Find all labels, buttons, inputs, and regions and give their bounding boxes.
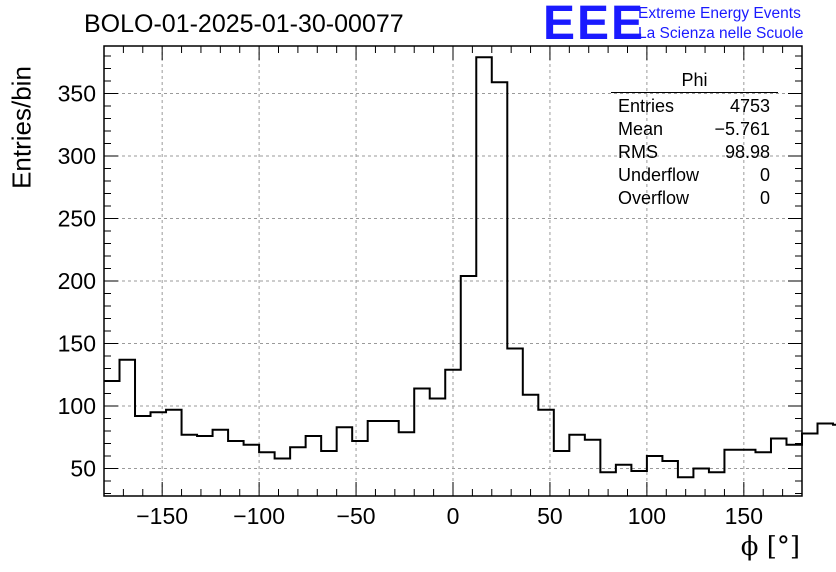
histogram-bin — [740, 450, 756, 496]
y-tick-label: 50 — [70, 456, 96, 482]
histogram-bin — [662, 461, 678, 496]
histogram-bin — [771, 439, 787, 497]
histogram-bin — [786, 445, 802, 496]
histogram-bin — [492, 82, 508, 496]
y-tick-label: 300 — [58, 143, 96, 169]
stats-label: Underflow — [618, 165, 700, 185]
histogram-bin — [818, 424, 834, 497]
histogram-bin — [166, 410, 182, 496]
eee-logo: EEE — [543, 0, 646, 50]
stats-value: −5.761 — [714, 119, 770, 139]
histogram-bin — [368, 421, 384, 496]
stats-value: 4753 — [729, 96, 770, 116]
histogram-bin — [600, 472, 616, 496]
x-axis-label: ϕ [°] — [740, 532, 800, 562]
histogram-bin — [616, 465, 632, 496]
plot-frame — [103, 45, 803, 497]
histogram-bin — [259, 452, 275, 496]
histogram-bin — [228, 441, 244, 496]
stats-label: Overflow — [618, 188, 690, 208]
histogram-bin — [569, 435, 585, 496]
histogram-bin — [554, 451, 570, 496]
stats-box: Phi Entries 4753 Mean −5.761 RMS 98.98 U… — [611, 70, 778, 210]
histogram-bin — [120, 360, 136, 496]
histogram-bin — [337, 427, 353, 496]
histogram-bin — [647, 456, 663, 496]
stats-label: Mean — [618, 119, 664, 139]
x-tick-label: 150 — [725, 503, 763, 529]
stats-row-mean: Mean −5.761 — [611, 118, 778, 141]
histogram-bin — [104, 381, 120, 496]
y-tick-label: 350 — [58, 81, 96, 107]
histogram-bin — [182, 435, 198, 496]
histogram-bin — [244, 445, 260, 496]
histogram-bin — [290, 447, 306, 496]
histogram-bin — [306, 436, 322, 496]
stats-row-entries: Entries 4753 — [611, 95, 778, 118]
y-tick-label: 200 — [58, 268, 96, 294]
histogram-bin — [507, 349, 523, 497]
stats-label: Entries — [618, 96, 675, 116]
stats-row-overflow: Overflow 0 — [611, 187, 778, 210]
y-tick-label: 150 — [58, 331, 96, 357]
stats-value: 98.98 — [724, 142, 770, 162]
histogram-bin — [693, 469, 709, 497]
y-tick-label: 250 — [58, 206, 96, 232]
histogram-bin — [802, 434, 818, 497]
x-tick-label: −150 — [136, 503, 188, 529]
histogram-bin — [445, 370, 461, 496]
histogram-line — [104, 56, 836, 479]
histogram-bin — [724, 450, 740, 496]
histogram-bin — [538, 410, 554, 496]
histogram-bin — [383, 421, 399, 496]
histogram-bin — [476, 57, 492, 496]
y-tick-label: 100 — [58, 393, 96, 419]
stats-label: RMS — [618, 142, 658, 162]
stats-box-title: Phi — [611, 70, 778, 93]
histogram-bin — [523, 395, 539, 496]
histogram-bin — [399, 432, 415, 496]
histogram-bin — [197, 436, 213, 496]
stats-row-underflow: Underflow 0 — [611, 164, 778, 187]
chart-title: BOLO-01-2025-01-30-00077 — [84, 10, 404, 38]
histogram-bin — [151, 412, 167, 496]
histogram-bin — [585, 440, 601, 496]
x-tick-label: −100 — [233, 503, 285, 529]
logo-caption-line1: Extreme Energy Events — [638, 5, 801, 22]
stats-value: 0 — [759, 188, 770, 208]
histogram-bin — [414, 389, 430, 497]
x-tick-label: 0 — [447, 503, 460, 529]
histogram-bin — [352, 441, 368, 496]
histogram-bin — [321, 451, 337, 496]
histogram-bin — [135, 416, 151, 496]
histogram-bin — [631, 471, 647, 496]
histogram-bin — [275, 459, 291, 497]
stats-row-rms: RMS 98.98 — [611, 141, 778, 164]
x-tick-label: −50 — [337, 503, 376, 529]
histogram-bin — [755, 452, 771, 496]
histogram-bin — [678, 477, 694, 496]
y-axis-label: Entries/bin — [6, 66, 37, 189]
histogram-bin — [461, 276, 477, 496]
x-tick-label: 50 — [537, 503, 563, 529]
stats-value: 0 — [759, 165, 770, 185]
histogram-bin — [430, 399, 446, 497]
histogram-bin — [709, 472, 725, 496]
logo-caption: Extreme Energy Events La Scienza nelle S… — [638, 4, 803, 44]
x-tick-label: 100 — [628, 503, 666, 529]
logo-caption-line2: La Scienza nelle Scuole — [638, 25, 804, 42]
histogram-bin — [213, 430, 229, 496]
